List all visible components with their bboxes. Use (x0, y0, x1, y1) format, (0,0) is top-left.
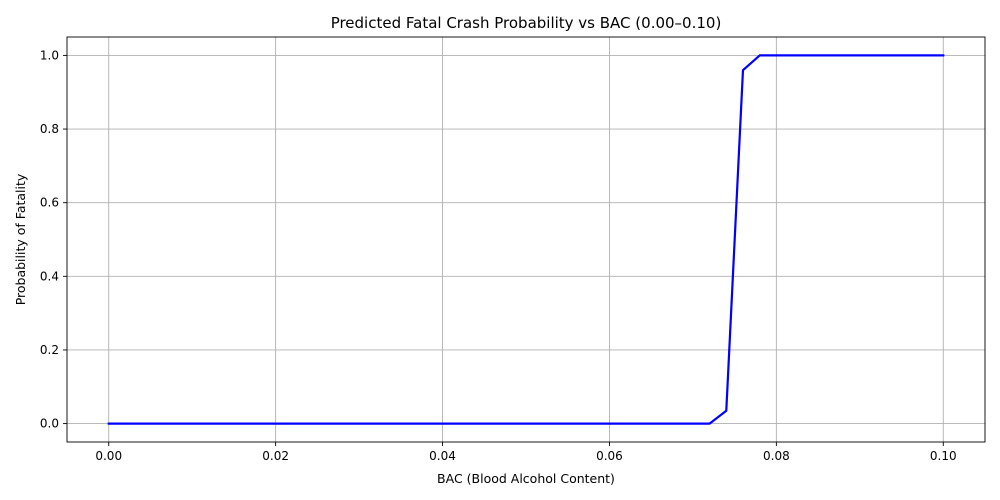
x-axis-ticks: 0.00 0.02 0.04 0.06 0.08 0.10 (95, 442, 957, 463)
x-tick: 0.04 (429, 442, 456, 463)
plot-frame (66, 36, 986, 443)
chart-title: Predicted Fatal Crash Probability vs BAC… (331, 14, 722, 32)
x-gridlines (108, 37, 944, 442)
x-tick-label: 0.08 (763, 449, 790, 463)
y-tick: 0.2 (40, 343, 67, 357)
y-tick-label: 0.2 (40, 343, 59, 357)
x-tick-label: 0.02 (262, 449, 289, 463)
x-tick: 0.10 (930, 442, 957, 463)
y-tick: 0.6 (40, 196, 67, 210)
series-line (107, 54, 945, 425)
x-tick: 0.08 (763, 442, 790, 463)
series-layer (107, 54, 945, 425)
x-tick-label: 0.06 (596, 449, 623, 463)
y-tick: 0.0 (40, 417, 67, 431)
y-tick-label: 0.4 (40, 269, 59, 283)
y-tick: 1.0 (40, 48, 67, 62)
x-tick: 0.02 (262, 442, 289, 463)
y-tick-label: 0.8 (40, 122, 59, 136)
y-axis-label: Probability of Fatality (13, 173, 28, 305)
y-tick-label: 0.0 (40, 417, 59, 431)
x-tick-label: 0.04 (429, 449, 456, 463)
y-tick-label: 1.0 (40, 48, 59, 62)
y-tick: 0.4 (40, 269, 67, 283)
y-gridlines (67, 54, 985, 425)
y-tick: 0.8 (40, 122, 67, 136)
x-axis-label: BAC (Blood Alcohol Content) (437, 471, 615, 486)
x-tick-label: 0.10 (930, 449, 957, 463)
y-tick-label: 0.6 (40, 196, 59, 210)
x-tick: 0.06 (596, 442, 623, 463)
x-tick: 0.00 (95, 442, 122, 463)
x-tick-label: 0.00 (95, 449, 122, 463)
y-axis-ticks: 0.0 0.2 0.4 0.6 0.8 1.0 (40, 48, 67, 431)
